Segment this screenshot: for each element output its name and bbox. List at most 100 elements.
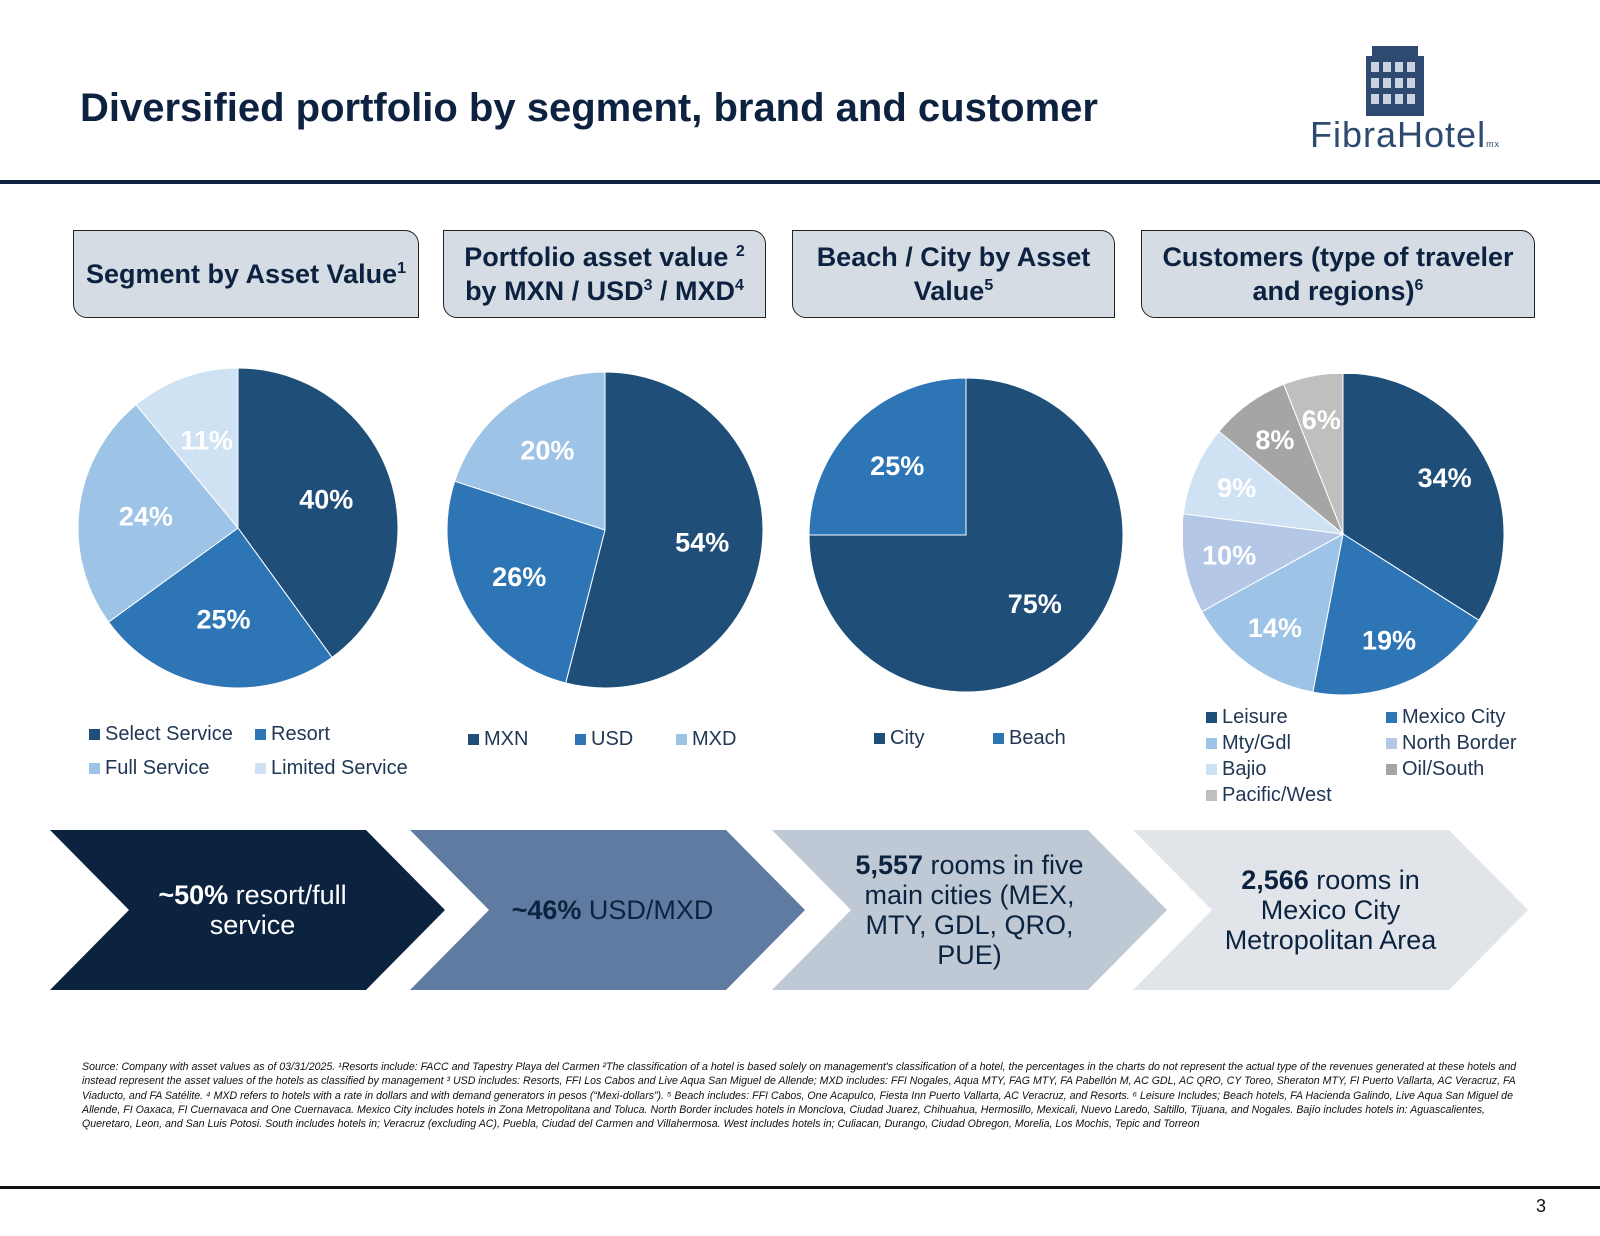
segment-pie-chart: 40% 25% 24% 11% [78, 368, 398, 688]
chevron-five-cities-bold: 5,557 [855, 850, 923, 880]
legend-item: Mexico City [1386, 706, 1505, 729]
legend-item: Select Service [89, 723, 233, 746]
chevron-resort-bold: ~50% [158, 880, 229, 910]
legend-swatch [1206, 738, 1217, 749]
pie-data-label: 40% [299, 484, 353, 514]
pie-data-label: 14% [1248, 613, 1302, 643]
legend-swatch [1206, 764, 1217, 775]
legend-label: Resort [271, 723, 330, 745]
header-portfolio-text2: by MXN / USD [465, 276, 644, 306]
pie-data-label: 75% [1008, 589, 1062, 619]
pie-data-label: 19% [1362, 625, 1416, 655]
legend-label: Limited Service [271, 757, 408, 779]
pie-slice-select-service [237, 368, 398, 659]
pie-slice-full-service [78, 404, 239, 623]
pie-slice-north-border [1183, 513, 1345, 613]
legend-swatch [255, 763, 266, 774]
header-portfolio-text3: / MXD [652, 276, 736, 306]
legend-item: MXN [468, 728, 528, 751]
legend-label: Bajio [1222, 758, 1267, 780]
legend-label: Pacific/West [1222, 784, 1332, 806]
legend-label: City [890, 727, 925, 749]
header-portfolio-sup3: 4 [735, 277, 744, 294]
legend-label: USD [591, 728, 634, 750]
pie-slice-leisure [1342, 374, 1505, 621]
pie-slice-usd [446, 480, 606, 684]
pie-slice-limited-service [135, 368, 239, 530]
chevron-mexico-city-text: rooms in Mexico City Metropolitan Area [1224, 865, 1437, 955]
pie-slice-bajio [1183, 430, 1345, 535]
legend-item: Oil/South [1386, 758, 1484, 781]
legend-item: Limited Service [255, 757, 408, 780]
legend-label: Leisure [1222, 706, 1288, 728]
header-beach-city: Beach / City by Asset Value5 [792, 230, 1115, 318]
pie-data-label: 26% [492, 562, 546, 592]
legend-label: North Border [1402, 732, 1517, 754]
pie-data-label: 10% [1202, 541, 1256, 571]
header-portfolio: Portfolio asset value 2 by MXN / USD3 / … [443, 230, 766, 318]
legend-item: Beach [993, 727, 1066, 750]
legend-swatch [255, 729, 266, 740]
legend-swatch [1206, 712, 1217, 723]
legend-swatch [89, 729, 100, 740]
chevron-shape [410, 830, 805, 990]
header-segment-text: Segment by Asset Value [85, 259, 398, 289]
chevron-shape [772, 830, 1167, 990]
legend-swatch [1206, 790, 1217, 801]
legend-item: City [874, 727, 924, 750]
header-portfolio-sup1: 2 [735, 243, 745, 260]
legend-swatch [676, 734, 687, 745]
fibrahotel-logo: FibraHotelmx [1308, 40, 1568, 160]
chevron-usd-mxd: ~46% USD/MXD [410, 830, 805, 990]
logo-text: FibraHotel [1310, 114, 1487, 155]
pie-slice-mty-gdl [1201, 533, 1344, 693]
header-beach-city-text: Beach / City by Asset Value [816, 242, 1091, 306]
legend-item: Mty/Gdl [1206, 732, 1291, 755]
pie-slice-city [808, 377, 1124, 693]
pie-data-label: 11% [180, 426, 233, 456]
pie-data-label: 24% [119, 501, 173, 531]
legend-swatch [468, 734, 479, 745]
legend-item: Leisure [1206, 706, 1288, 729]
chevron-mexico-city: 2,566 rooms in Mexico City Metropolitan … [1133, 830, 1528, 990]
header-portfolio-text1: Portfolio asset value [464, 242, 736, 272]
pie-data-label: 20% [520, 436, 574, 466]
legend-item: USD [575, 728, 633, 751]
chevron-mexico-city-bold: 2,566 [1241, 865, 1309, 895]
legend-item: Full Service [89, 757, 209, 780]
building-icon [1366, 46, 1424, 116]
beach-city-pie-chart: 75% 25% [808, 377, 1124, 693]
legend-swatch [575, 734, 586, 745]
pie-slice-mexico-city [1312, 533, 1480, 696]
legend-swatch [89, 763, 100, 774]
header-customers-sup: 6 [1414, 277, 1424, 294]
chevron-five-cities-text: rooms in five main cities (MEX, MTY, GDL… [864, 850, 1084, 970]
pie-data-label: 25% [870, 451, 924, 481]
legend-label: Full Service [105, 757, 210, 779]
legend-label: Mty/Gdl [1222, 732, 1291, 754]
pie-data-label: 25% [196, 605, 250, 635]
legend-item: North Border [1386, 732, 1517, 755]
chevron-resort-text: resort/full service [209, 880, 347, 940]
pie-slice-resort [107, 527, 333, 688]
legend-swatch [874, 733, 885, 744]
source-footnote: Source: Company with asset values as of … [82, 1061, 1517, 1131]
header-customers: Customers (type of traveler and regions)… [1141, 230, 1535, 318]
header-segment-sup: 1 [397, 260, 407, 277]
pie-slice-mxn [565, 371, 764, 689]
bottom-divider [0, 1186, 1600, 1189]
pie-data-label: 34% [1418, 463, 1472, 493]
legend-label: Mexico City [1402, 706, 1506, 728]
page-title: Diversified portfolio by segment, brand … [80, 86, 1098, 130]
chevron-resort: ~50% resort/full service [50, 830, 445, 990]
legend-label: MXN [484, 728, 529, 750]
legend-swatch [1386, 764, 1397, 775]
chevron-shape [1133, 830, 1528, 990]
legend-item: Resort [255, 723, 330, 746]
pie-data-label: 6% [1302, 405, 1341, 435]
pie-slice-beach [808, 377, 967, 536]
legend-label: Beach [1009, 727, 1066, 749]
legend-label: MXD [692, 728, 737, 750]
pie-data-label: 54% [675, 527, 729, 557]
chevron-usd-mxd-bold: ~46% [511, 895, 582, 925]
